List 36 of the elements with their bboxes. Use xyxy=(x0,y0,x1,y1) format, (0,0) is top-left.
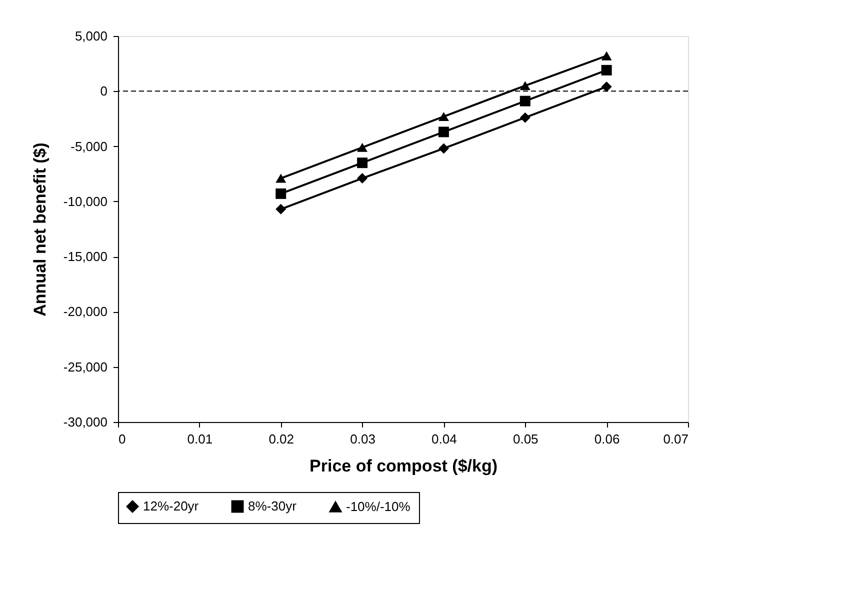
point xyxy=(601,51,612,60)
y-tick-label: 0 xyxy=(100,84,108,99)
x-tick-label: 0.04 xyxy=(432,432,457,446)
legend-label: 8%-30yr xyxy=(248,498,298,514)
x-tick-label: 0 xyxy=(118,432,126,446)
x-tick-label: 0.03 xyxy=(350,432,376,446)
point xyxy=(357,142,368,152)
x-tick-label: 0.01 xyxy=(187,432,213,446)
x-tick-label: 0.02 xyxy=(268,432,294,446)
y-tick-label: -25,000 xyxy=(63,359,108,374)
y-tick-label: -30,000 xyxy=(63,414,108,430)
point xyxy=(601,64,612,76)
y-tick-label: -15,000 xyxy=(63,249,108,264)
y-tick-label: 5,000 xyxy=(74,28,108,44)
point xyxy=(357,158,368,168)
y-tick-label: -5,000 xyxy=(70,138,108,154)
point xyxy=(601,81,612,92)
x-axis-title: Price of compost ($/kg) xyxy=(310,456,498,476)
point xyxy=(276,204,286,214)
x-tick-label: 0.06 xyxy=(594,432,620,446)
point xyxy=(520,96,530,106)
point xyxy=(438,143,449,154)
legend-label: 12%-20yr xyxy=(143,498,200,514)
legend-label: -10%/-10% xyxy=(346,498,411,514)
x-tick-label: 0.05 xyxy=(512,432,538,446)
point xyxy=(276,174,286,183)
point xyxy=(276,188,286,199)
point xyxy=(438,126,449,138)
x-tick-label: 0.07 xyxy=(663,432,688,446)
point xyxy=(520,81,530,90)
y-axis-title: Annual net benefit ($) xyxy=(30,142,50,316)
y-tick-label: -20,000 xyxy=(63,304,108,320)
y-tick-label: -10,000 xyxy=(63,194,108,209)
point xyxy=(438,112,449,122)
point xyxy=(520,112,530,123)
point xyxy=(357,173,368,184)
